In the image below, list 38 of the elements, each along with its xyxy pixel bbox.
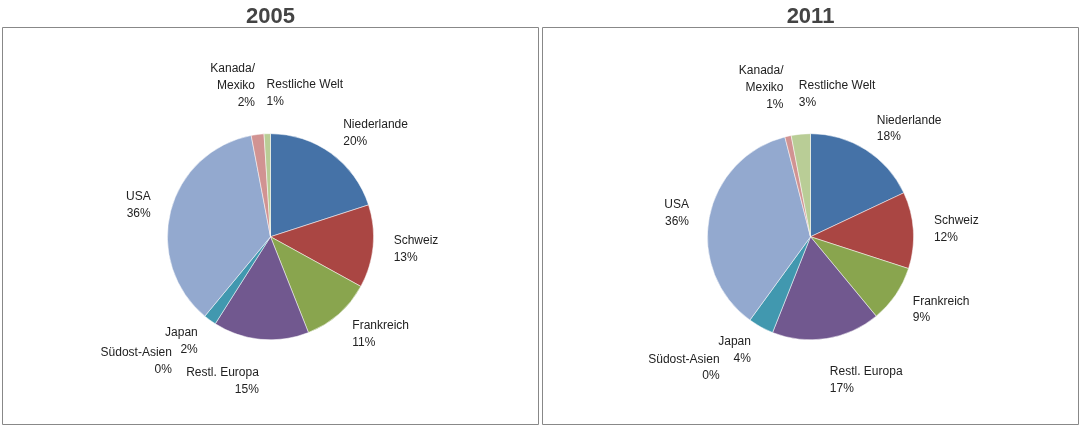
slice-label: Frankreich xyxy=(352,317,409,332)
slice-label: Kanada/Mexiko xyxy=(210,61,256,93)
data-label: 13% xyxy=(393,250,418,265)
text: 0% xyxy=(702,368,720,383)
data-label: 15% xyxy=(234,381,260,396)
data-label: 1% xyxy=(266,94,285,109)
slice-label: Frankreich xyxy=(912,293,970,308)
slice-label: Japan xyxy=(718,334,751,349)
data-label: 2% xyxy=(237,94,256,109)
data-label: 36% xyxy=(664,214,690,228)
data-label: 18% xyxy=(876,129,902,144)
data-label: 4% xyxy=(733,350,752,365)
slice-label: Schweiz xyxy=(393,233,439,248)
data-label: 3% xyxy=(798,94,817,109)
data-label: 20% xyxy=(343,133,368,148)
chart-title: 2005 xyxy=(246,2,295,28)
slice-label: Japan xyxy=(165,325,198,340)
text: 0% xyxy=(154,362,172,377)
slice-label: Restliche Welt xyxy=(266,77,344,92)
category-label: Südost-Asien xyxy=(100,345,172,360)
data-label: 9% xyxy=(912,310,931,325)
data-label: 2% xyxy=(180,342,199,357)
chart-title: 2011 xyxy=(786,2,835,28)
category-label: Südost-Asien xyxy=(648,351,720,366)
slice-label: Restl. Europa xyxy=(186,364,260,379)
data-label: 12% xyxy=(933,230,959,245)
data-label: 1% xyxy=(766,97,784,112)
slice-label: USA xyxy=(664,197,690,212)
slice-label: Niederlande xyxy=(343,117,409,132)
data-label: 17% xyxy=(829,380,855,395)
data-label: 36% xyxy=(126,206,152,221)
data-label: 11% xyxy=(352,334,376,349)
slice-label: Restliche Welt xyxy=(798,77,876,92)
slice-label: Schweiz xyxy=(933,213,979,228)
slice-label: USA xyxy=(126,189,151,204)
slice-label: Kanada/Mexiko xyxy=(738,63,785,95)
slice-label: Niederlande xyxy=(876,112,942,127)
slice-label: Restl. Europa xyxy=(829,363,903,378)
